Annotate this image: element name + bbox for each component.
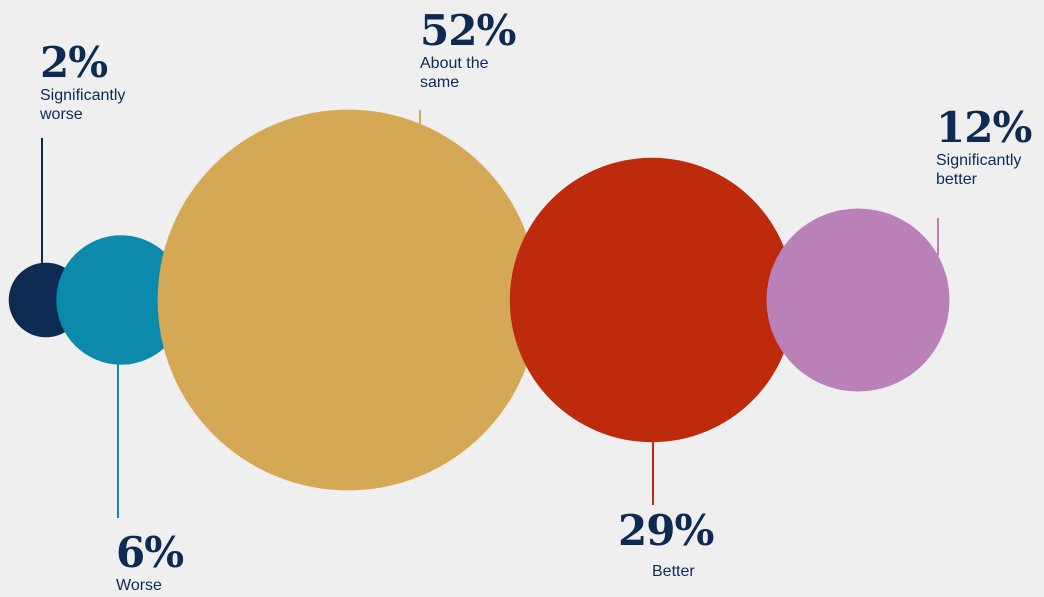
category-label-significantly-better: Significantly better: [936, 152, 1022, 188]
category-label-about-the-same: About the same: [420, 55, 489, 91]
category-label-worse: Worse: [116, 577, 162, 594]
value-label-significantly-worse: 2%: [40, 38, 108, 87]
category-label-better: Better: [652, 563, 695, 580]
annotation-significantly-worse: 2% Significantly worse: [40, 40, 125, 124]
value-label-worse: 6%: [116, 528, 184, 577]
bubble-about-the-same: [157, 109, 539, 491]
annotation-significantly-better: 12% Significantly better: [936, 103, 1032, 189]
annotation-better: 29% Better: [618, 506, 714, 581]
bubble-worse: [56, 235, 186, 365]
annotation-worse: 6% Worse: [116, 528, 184, 595]
value-label-significantly-better: 12%: [936, 103, 1032, 152]
bubble-significantly-better: [766, 208, 950, 392]
bubble-better: [509, 157, 795, 443]
annotation-about-the-same: 52% About the same: [420, 6, 516, 92]
value-label-better: 29%: [618, 506, 714, 555]
value-label-about-the-same: 52%: [420, 6, 516, 55]
category-label-significantly-worse: Significantly worse: [40, 87, 126, 123]
